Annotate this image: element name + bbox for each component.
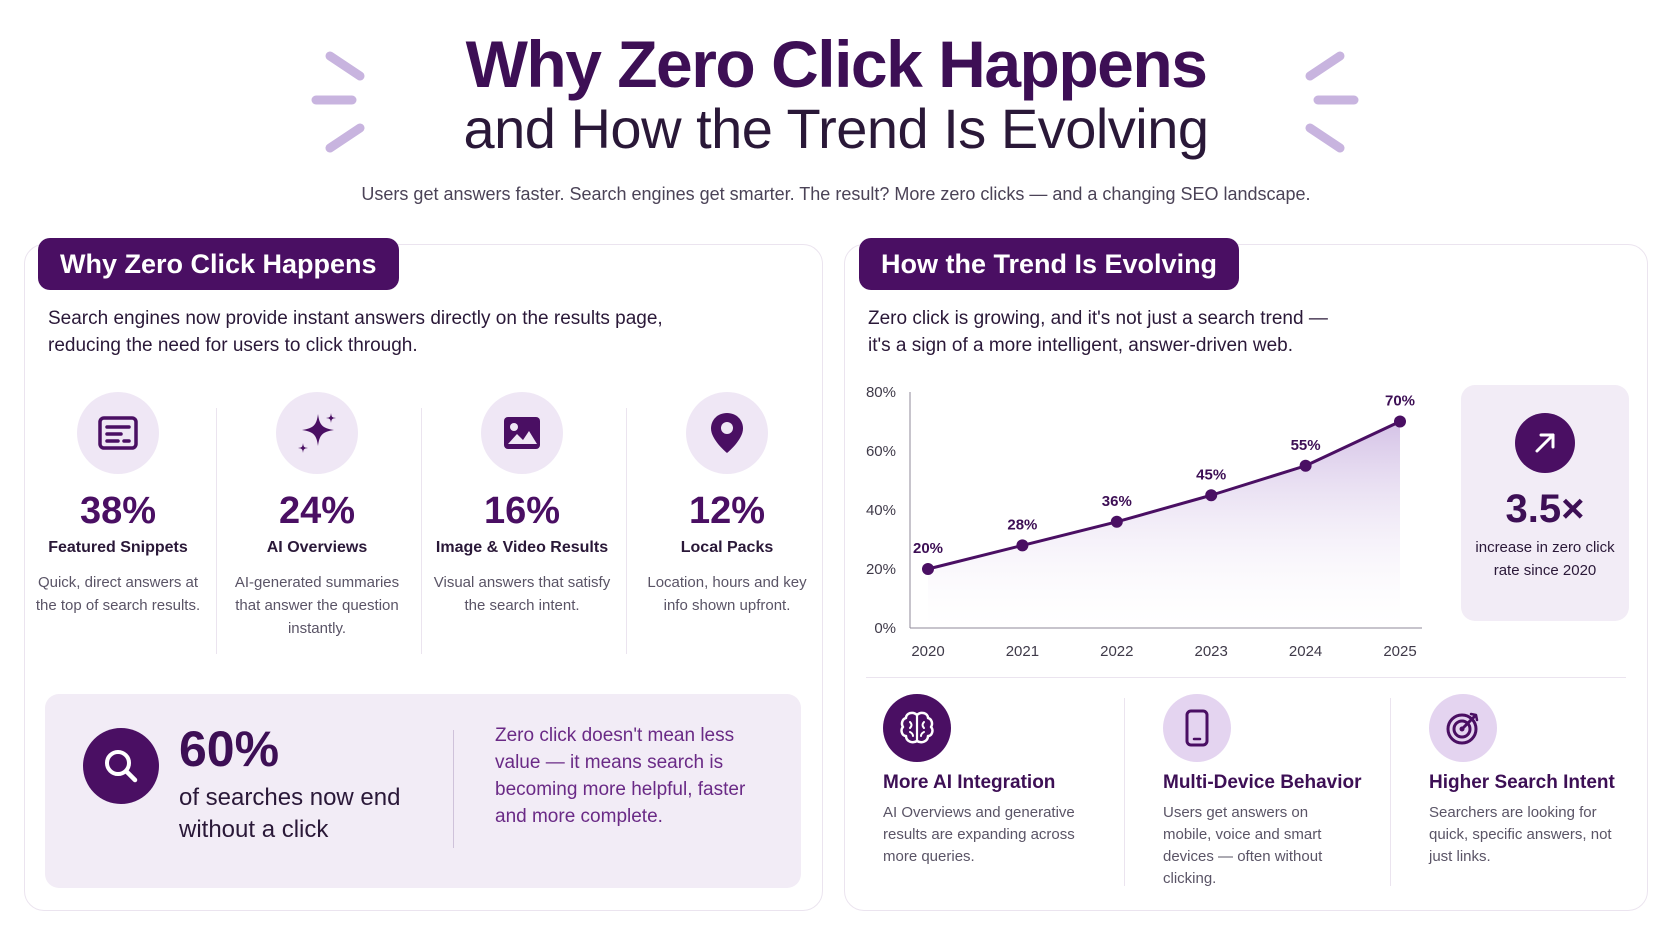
- growth-value: 3.5×: [1505, 487, 1585, 531]
- chart-y-tick-label: 80%: [866, 384, 896, 401]
- callout-divider: [453, 730, 454, 848]
- chart-y-tick-label: 20%: [866, 561, 896, 578]
- callout-quote: Zero click doesn't mean less value — it …: [495, 725, 746, 827]
- stat-label: Image & Video Results: [435, 539, 609, 556]
- stat-image-video: 16% Image & Video Results Visual answers…: [422, 392, 622, 617]
- snippet-card-icon: [77, 392, 159, 474]
- image-icon: [481, 392, 563, 474]
- trend-ai-integration: More AI Integration AI Overviews and gen…: [883, 694, 1113, 868]
- stat-description: Visual answers that satisfy the search i…: [433, 574, 611, 614]
- growth-text: increase in zero click rate since 2020: [1475, 539, 1615, 579]
- right-desc-line2: it's a sign of a more intelligent, answe…: [868, 335, 1293, 356]
- chart-x-tick-label: 2021: [1006, 643, 1039, 658]
- trends-divider: [866, 677, 1626, 678]
- trend-description: Searchers are looking for quick, specifi…: [1429, 804, 1612, 865]
- trend-search-intent: Higher Search Intent Searchers are looki…: [1429, 694, 1659, 868]
- growth-card: 3.5× increase in zero click rate since 2…: [1461, 385, 1629, 621]
- chart-y-tick-label: 0%: [874, 620, 896, 637]
- left-decoration: [311, 51, 365, 153]
- chart-point: [1110, 515, 1123, 528]
- stat-value: 38%: [79, 490, 157, 532]
- stat-label: Local Packs: [680, 539, 774, 556]
- chart-data-label: 55%: [1291, 437, 1321, 454]
- stat-description: Quick, direct answers at the top of sear…: [35, 574, 201, 614]
- chart-data-label: 20%: [913, 540, 943, 557]
- right-panel-tab: How the Trend Is Evolving: [859, 238, 1240, 290]
- stat-description: Location, hours and key info shown upfro…: [647, 574, 807, 614]
- stat-value: 24%: [278, 490, 356, 532]
- chart-data-label: 36%: [1102, 493, 1132, 510]
- stat-value: 12%: [688, 490, 766, 532]
- stat-divider: [216, 408, 217, 654]
- callout-text: of searches now end without a click: [179, 784, 401, 843]
- search-icon: [83, 728, 159, 804]
- trend-label: Higher Search Intent: [1429, 772, 1615, 793]
- page-subtitle: Users get answers faster. Search engines…: [361, 184, 1311, 204]
- stat-ai-overviews: 24% AI Overviews AI-generated summaries …: [217, 392, 417, 640]
- chart-data-label: 28%: [1007, 516, 1037, 533]
- chart-y-tick-label: 40%: [866, 502, 896, 519]
- stat-description: AI-generated summaries that answer the q…: [234, 574, 400, 637]
- chart-data-label: 70%: [1385, 393, 1415, 410]
- sparkle-icon: [276, 392, 358, 474]
- chart-data-label: 45%: [1196, 466, 1226, 483]
- stat-local-packs: 12% Local Packs Location, hours and key …: [627, 392, 827, 617]
- left-panel-description: Search engines now provide instant answe…: [48, 305, 663, 359]
- smartphone-icon: [1163, 694, 1231, 762]
- trend-label: More AI Integration: [883, 772, 1056, 793]
- stat-label: AI Overviews: [266, 539, 368, 556]
- trend-description: Users get answers on mobile, voice and s…: [1163, 804, 1323, 887]
- callout-value: 60%: [179, 721, 280, 777]
- trend-multi-device: Multi-Device Behavior Users get answers …: [1163, 694, 1393, 890]
- chart-point: [1016, 539, 1029, 552]
- chart-point: [1299, 459, 1312, 472]
- trend-label: Multi-Device Behavior: [1163, 772, 1362, 793]
- right-desc-line1: Zero click is growing, and it's not just…: [868, 308, 1328, 329]
- trend-divider: [1390, 698, 1391, 886]
- stat-divider: [626, 408, 627, 654]
- chart-x-tick-label: 2022: [1100, 643, 1133, 658]
- chart-series-line: [926, 420, 1402, 571]
- chart-y-tick-label: 60%: [866, 443, 896, 460]
- chart-area-fill: [928, 421, 1400, 628]
- stat-divider: [421, 408, 422, 654]
- map-pin-icon: [686, 392, 768, 474]
- chart-x-tick-label: 2023: [1195, 643, 1228, 658]
- arrow-up-right-icon: [1515, 413, 1575, 473]
- left-panel-tab: Why Zero Click Happens: [38, 238, 399, 290]
- page-title: Why Zero Click Happens: [465, 27, 1208, 101]
- stat-featured-snippets: 38% Featured Snippets Quick, direct answ…: [18, 392, 218, 617]
- zero-click-trend-chart: 20% 28% 36% 45% 55% 70% 0% 20% 40% 60% 80% 2020 2021…: [866, 384, 1422, 658]
- right-panel-description: Zero click is growing, and it's not just…: [868, 305, 1328, 359]
- trend-description: AI Overviews and generative results are …: [883, 804, 1075, 865]
- target-icon: [1429, 694, 1497, 762]
- chart-x-tick-label: 2020: [911, 643, 944, 658]
- stat-value: 16%: [483, 490, 561, 532]
- right-decoration: [1305, 51, 1359, 153]
- brain-icon: [883, 694, 951, 762]
- chart-point: [922, 563, 934, 575]
- page-title-line2: and How the Trend Is Evolving: [463, 97, 1209, 160]
- chart-x-tick-label: 2025: [1383, 643, 1416, 658]
- trend-divider: [1124, 698, 1125, 886]
- chart-point: [1205, 489, 1218, 502]
- left-desc-line1: Search engines now provide instant answe…: [48, 308, 663, 329]
- chart-x-tick-label: 2024: [1289, 643, 1322, 658]
- chart-point: [1394, 415, 1406, 428]
- stat-label: Featured Snippets: [48, 539, 188, 556]
- zero-click-callout: 60% of searches now end without a click …: [45, 694, 801, 888]
- left-desc-line2: reducing the need for users to click thr…: [48, 335, 418, 356]
